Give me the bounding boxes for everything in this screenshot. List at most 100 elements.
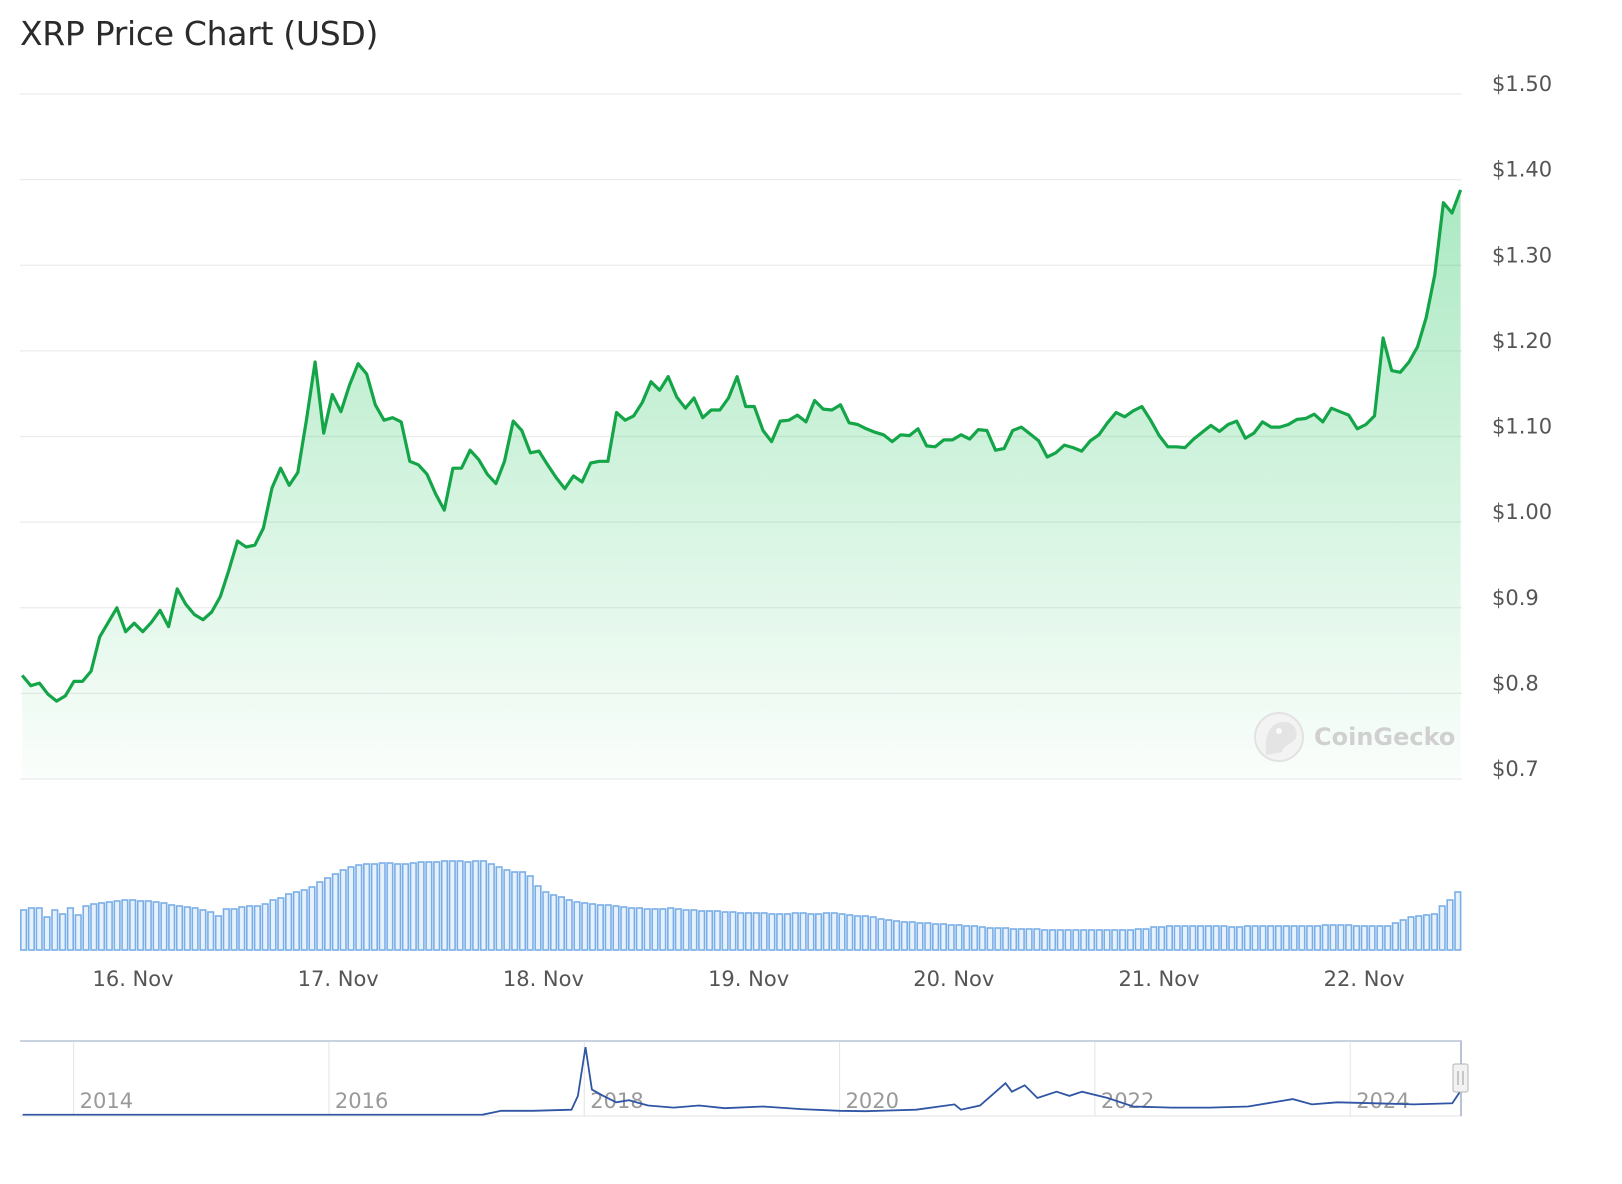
volume-bar [1236,926,1244,951]
volume-bar [768,913,776,951]
volume-bar [1368,925,1376,951]
x-axis-labels: 16. Nov 17. Nov 18. Nov 19. Nov 20. Nov 21. N… [92,967,1404,991]
volume-bar [1337,924,1345,951]
volume-bar [1134,928,1142,951]
price-line [20,189,1463,703]
volume-bar [1181,925,1189,951]
volume-bar [1384,925,1392,951]
y-tick-label: $1.50 [1492,72,1552,96]
volume-bar [144,900,152,951]
volume-bar [511,871,519,951]
x-tick-label: 17. Nov [298,967,379,991]
y-tick-label: $0.9 [1492,586,1539,610]
volume-bar [744,912,753,951]
volume-bar [464,861,472,951]
volume-bar [66,907,74,951]
range-navigator[interactable]: 2014 2016 2018 2020 2022 2024 [20,1040,1469,1117]
volume-bar [939,923,947,951]
volume-bar [440,860,449,951]
navigator-handle-right[interactable] [1452,1063,1469,1093]
volume-bar [752,912,760,951]
volume-bar [1056,929,1064,951]
volume-bar [417,861,425,951]
volume-bar [916,922,924,951]
volume-bar [277,897,285,951]
volume-bar [627,907,636,951]
volume-bar [1360,925,1368,951]
chart-title: XRP Price Chart (USD) [20,14,379,53]
volume-bar [1454,891,1462,951]
volume-bar [1313,925,1322,951]
volume-bar [214,915,223,951]
volume-bar [1376,925,1384,951]
volume-bar [1165,925,1173,951]
y-tick-label: $1.10 [1492,415,1552,439]
volume-bar [721,911,729,951]
y-tick-label: $1.30 [1492,243,1552,267]
volume-bar [35,907,43,951]
y-tick-label: $0.8 [1492,671,1539,695]
volume-bar [1399,919,1407,951]
volume-bar [355,864,363,951]
volume-bar [425,861,433,951]
x-tick-label: 20. Nov [913,967,994,991]
volume-bar [1064,929,1072,951]
volume-bar [183,906,191,951]
volume-bar [1189,925,1197,951]
volume-bar [534,885,542,951]
volume-bar [963,925,971,951]
volume-bar [1329,924,1337,951]
volume-bar [729,911,737,951]
volume-bar [1017,928,1025,951]
price-area-fill [22,189,1461,779]
volume-bar [1111,929,1119,951]
y-axis-labels: $1.50 $1.40 $1.30 $1.20 $1.10 $1.00 $0.9 $0.8 $0… [1492,72,1552,781]
volume-bar [1415,915,1423,951]
volume-bar [121,899,129,951]
volume-bar [814,913,823,951]
volume-bar [1197,925,1205,951]
volume-bar [1282,925,1290,951]
volume-bar [152,901,160,951]
volume-bar [456,860,464,951]
volume-bar [472,860,480,951]
volume-bar [1072,929,1080,951]
volume-bar [113,900,121,951]
volume-bar [1243,925,1251,951]
volume-bar [503,869,511,951]
volume-bar [1321,924,1329,951]
volume-bar [292,891,301,951]
volume-bar [1103,929,1111,951]
volume-bar [612,905,620,951]
volume-bar [191,907,199,951]
volume-bar [526,875,534,951]
volume-bar [1041,929,1049,951]
volume-bar [565,899,573,951]
volume-bar [230,908,238,951]
volume-bar [168,904,176,951]
volume-bar [1220,925,1228,951]
volume-bar [1446,899,1454,951]
volume-bar [542,891,550,951]
volume-bar [651,908,659,951]
volume-bar [136,900,145,951]
volume-bar [1298,925,1306,951]
volume-bar [238,906,246,951]
volume-bar [1212,925,1220,951]
volume-bar [58,913,67,951]
volume-bar [994,927,1002,951]
volume-bar [1438,905,1446,951]
volume-bar [1033,928,1041,951]
x-tick-label: 16. Nov [92,967,173,991]
volume-bar [924,922,932,951]
volume-bar [822,912,830,951]
volume-bar [378,862,386,951]
volume-bar [1274,925,1283,951]
volume-bar [1391,922,1399,951]
volume-bar [199,909,207,951]
navigator-year-label: 2022 [1101,1089,1154,1113]
volume-bar [448,860,456,951]
volume-bar [479,860,488,951]
navigator-year-label: 2016 [335,1089,388,1113]
